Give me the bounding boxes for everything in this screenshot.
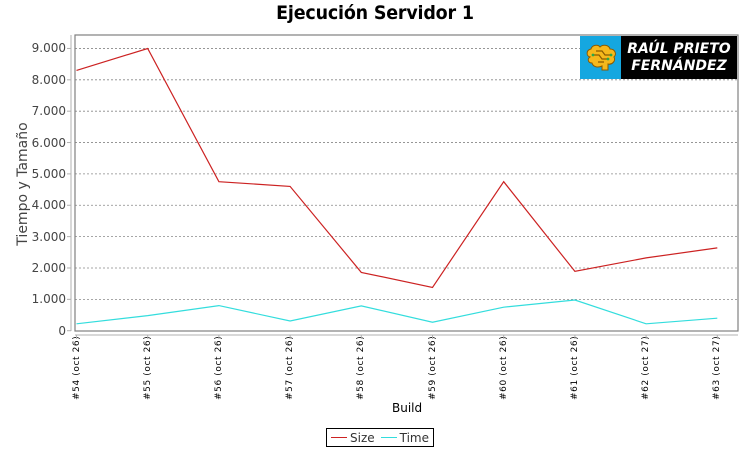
author-logo: RAÚL PRIETO FERNÁNDEZ <box>580 36 737 79</box>
y-tick-label: 7.000 <box>31 104 66 119</box>
y-tick-label: 8.000 <box>31 72 66 87</box>
chart-title: Ejecución Servidor 1 <box>276 2 474 24</box>
legend-swatch-time <box>380 437 397 438</box>
legend-item-size: Size <box>331 431 375 445</box>
y-tick-label: 3.000 <box>31 229 66 244</box>
legend-label-time: Time <box>399 430 430 445</box>
logo-line-2: FERNÁNDEZ <box>631 57 727 74</box>
y-tick-label: 5.000 <box>31 166 66 181</box>
y-tick-label: 0 <box>58 323 66 338</box>
series-line-size <box>76 47 718 289</box>
tick-marks <box>67 47 718 339</box>
legend-label-size: Size <box>350 430 375 445</box>
y-tick-label: 6.000 <box>31 135 66 150</box>
y-tick-label: 2.000 <box>31 260 66 275</box>
plot-area <box>74 34 739 332</box>
brain-circuit-icon <box>580 36 621 79</box>
series-lines <box>76 47 718 325</box>
y-tick-label: 1.000 <box>31 292 66 307</box>
series-line-time <box>76 299 718 325</box>
logo-line-1: RAÚL PRIETO <box>627 40 731 57</box>
x-axis-label: Build <box>392 401 423 415</box>
y-tick-label: 9.000 <box>31 41 66 56</box>
logo-text: RAÚL PRIETO FERNÁNDEZ <box>621 36 737 79</box>
legend-item-time: Time <box>380 430 430 445</box>
legend: Size Time <box>326 428 435 447</box>
y-tick-label: 4.000 <box>31 198 66 213</box>
legend-swatch-size <box>331 437 347 438</box>
